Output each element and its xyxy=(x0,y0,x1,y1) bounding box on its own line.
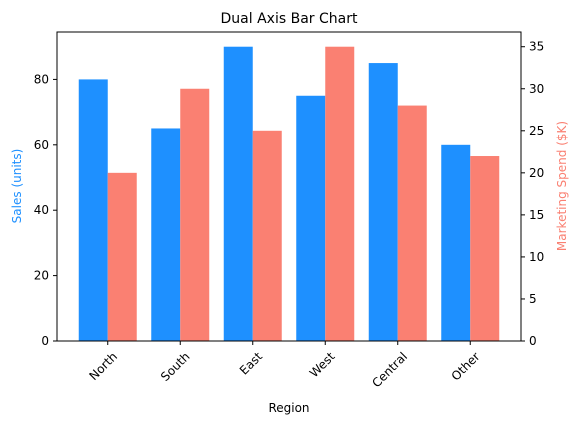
sales-bar-other xyxy=(441,144,471,341)
y-right-tick-label: 15 xyxy=(529,208,544,222)
plot-frame xyxy=(56,31,522,342)
sales-bar-central xyxy=(368,63,398,342)
y-left-tick-label: 40 xyxy=(34,203,49,217)
sales-bar-east xyxy=(223,46,253,341)
bars-layer xyxy=(78,46,500,342)
marketing-bar-west xyxy=(325,46,355,341)
marketing-bar-central xyxy=(397,105,427,341)
sales-bar-south xyxy=(151,128,181,341)
chart-title: Dual Axis Bar Chart xyxy=(221,11,358,27)
y-right-tick-label: 35 xyxy=(529,40,544,54)
sales-bar-west xyxy=(296,95,326,341)
marketing-bar-other xyxy=(470,156,500,341)
y-left-tick-label: 20 xyxy=(34,269,49,283)
y-left-tick-label: 80 xyxy=(34,72,49,86)
y-right-tick-label: 30 xyxy=(529,82,544,96)
y-right-tick-label: 5 xyxy=(529,292,537,306)
x-axis-label: Region xyxy=(268,401,309,415)
y-right-tick-label: 10 xyxy=(529,250,544,264)
marketing-bar-east xyxy=(252,130,282,341)
x-tick-label-west: West xyxy=(307,349,338,380)
marketing-bar-south xyxy=(180,88,210,342)
x-tick-label-north: North xyxy=(86,349,120,383)
x-tick-label-east: East xyxy=(237,349,265,377)
x-tick-label-central: Central xyxy=(369,349,410,390)
y-right-tick-label: 25 xyxy=(529,124,544,138)
y-axis-left-label: Sales (units) xyxy=(10,149,24,224)
y-axis-right-label: Marketing Spend ($K) xyxy=(555,121,569,251)
x-tick-label-other: Other xyxy=(449,349,483,383)
y-right-tick-label: 20 xyxy=(529,166,544,180)
y-right-tick-label: 0 xyxy=(529,334,537,348)
y-left-tick-label: 60 xyxy=(34,138,49,152)
marketing-bar-north xyxy=(107,172,137,341)
y-left-tick-label: 0 xyxy=(41,334,49,348)
sales-bar-north xyxy=(78,79,108,342)
x-tick-label-south: South xyxy=(158,349,193,384)
